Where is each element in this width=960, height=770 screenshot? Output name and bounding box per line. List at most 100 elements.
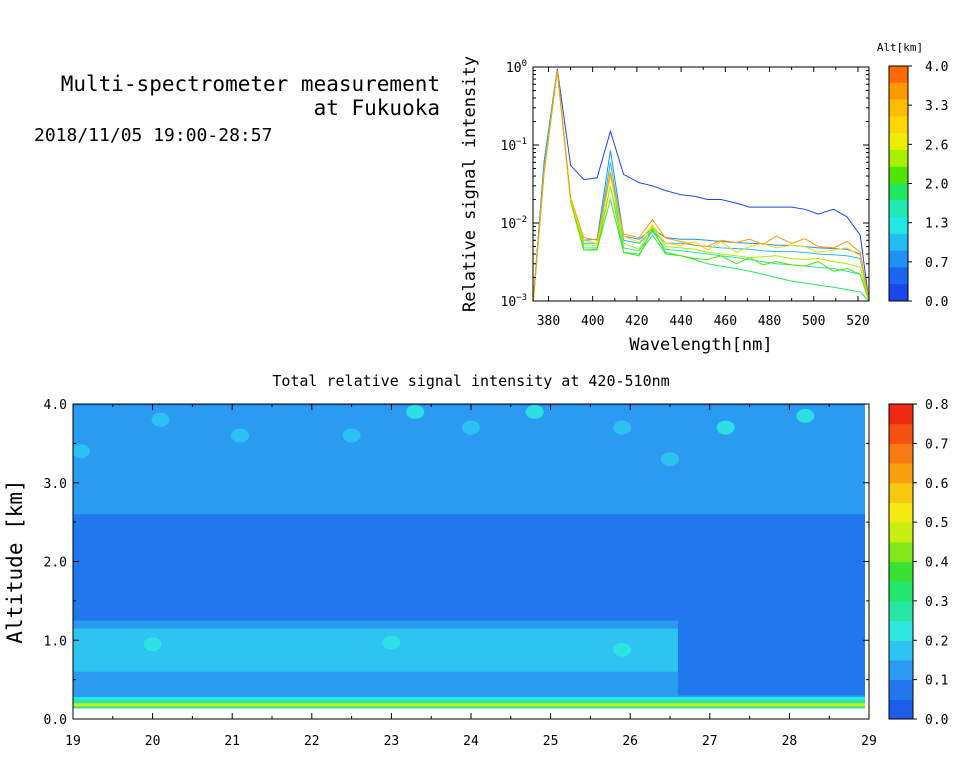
spectrum-x-axis-label: Wavelength[nm] xyxy=(629,335,772,355)
heatmap-title: Total relative signal intensity at 420-5… xyxy=(272,372,669,390)
spectrum-colorbar-segment xyxy=(889,166,908,184)
heatmap-colorbar-segment xyxy=(889,640,913,661)
spectrum-series-6 xyxy=(533,70,869,301)
heatmap-x-tick-label: 27 xyxy=(702,734,718,749)
heatmap-colorbar-label: 0.3 xyxy=(925,595,948,610)
spectrum-colorbar-label: 0.0 xyxy=(925,295,948,310)
heatmap-colorbar-segment xyxy=(889,404,913,425)
spectrum-colorbar-segment xyxy=(889,284,908,302)
spectrum-frame xyxy=(532,66,870,302)
heatmap-colorbar-segment xyxy=(889,502,913,523)
heatmap-colorbar-label: 0.7 xyxy=(925,437,948,452)
spectrum-colorbar-label: 3.3 xyxy=(925,99,948,114)
heatmap-layer xyxy=(73,703,866,707)
heatmap-colorbar-label: 0.8 xyxy=(925,398,948,413)
heatmap-y-tick-label: 0.0 xyxy=(44,713,67,728)
heatmap-colorbar-label: 0.4 xyxy=(925,556,949,571)
heatmap-hotspot xyxy=(796,408,815,423)
spectrum-colorbar-label: 4.0 xyxy=(925,60,948,75)
heatmap-colorbar-segment xyxy=(889,561,913,582)
heatmap-layer xyxy=(73,404,866,407)
spectrum-series-7 xyxy=(533,70,869,301)
heatmap-x-tick-label: 25 xyxy=(543,734,559,749)
spectrum-colorbar-segment xyxy=(889,99,908,117)
spectrum-x-tick-label: 460 xyxy=(714,314,737,329)
spectrum-y-ticks xyxy=(533,70,869,302)
heatmap-y-axis-label: Altitude [km] xyxy=(3,479,27,643)
spectrum-y-axis-label: Relative signal intensity xyxy=(460,56,480,312)
spectrum-series-4 xyxy=(533,70,869,301)
spectrum-colorbar-label: 0.7 xyxy=(925,256,948,271)
heatmap-low-region xyxy=(677,620,866,696)
heatmap-x-tick-label: 29 xyxy=(861,734,877,749)
heatmap-layer xyxy=(73,691,866,698)
heatmap-hotspot xyxy=(73,444,90,459)
heatmap-x-tick-label: 20 xyxy=(145,734,161,749)
heatmap-hotspot xyxy=(382,635,401,650)
heatmap-hotspot xyxy=(613,420,632,435)
heatmap-colorbar-segment xyxy=(889,541,913,562)
heatmap-colorbar-segment xyxy=(889,699,913,720)
heatmap-x-ticks xyxy=(72,404,870,719)
spectrum-y-tick-label: 100 xyxy=(506,59,527,76)
spectrum-colorbar-title: Alt[km] xyxy=(877,41,923,54)
heatmap-layer xyxy=(73,620,866,629)
heatmap-hotspot xyxy=(462,420,480,435)
heatmap-colorbar-label: 0.1 xyxy=(925,674,948,689)
heatmap-layer xyxy=(73,700,866,704)
heatmap-colorbar-segment xyxy=(889,581,913,602)
spectrum-series-3 xyxy=(533,70,869,301)
spectrum-x-tick-label: 440 xyxy=(669,314,692,329)
heatmap-hotspot xyxy=(143,637,162,652)
heatmap-hotspot xyxy=(716,420,735,435)
heatmap-colorbar-segment xyxy=(889,620,913,641)
heatmap-field xyxy=(73,404,866,709)
heatmap-hotspot xyxy=(573,483,592,498)
heatmap-x-tick-label: 19 xyxy=(65,734,81,749)
spectrum-colorbar-segment xyxy=(889,183,908,201)
heatmap-hotspot xyxy=(613,642,632,657)
heatmap-colorbar: 0.0 0.1 0.2 0.3 0.4 0.5 0.6 0.7 0.8 xyxy=(888,398,949,728)
heatmap-layer xyxy=(73,443,866,515)
spectrum-colorbar-segment xyxy=(889,267,908,285)
heatmap-colorbar-segment xyxy=(889,659,913,681)
title-block: Multi-spectrometer measurement at Fukuok… xyxy=(12,72,440,120)
spectrum-series-5 xyxy=(533,70,869,301)
spectrum-x-ticks xyxy=(547,67,859,301)
spectrum-colorbar-segment xyxy=(889,133,908,151)
heatmap-x-tick-label: 23 xyxy=(384,734,400,749)
heatmap-x-tick-label: 24 xyxy=(463,734,479,749)
heatmap-y-tick-label: 2.0 xyxy=(44,556,67,571)
spectrum-colorbar-segment xyxy=(889,66,908,84)
heatmap-layer xyxy=(73,696,866,701)
heatmap-layer xyxy=(73,671,866,692)
heatmap-layer xyxy=(73,706,866,709)
heatmap-chart: Total relative signal intensity at 420-5… xyxy=(3,372,877,749)
spectrum-series-1 xyxy=(533,69,869,301)
heatmap-colorbar-label: 0.6 xyxy=(925,477,948,492)
heatmap-x-tick-label: 22 xyxy=(304,734,320,749)
spectrum-chart: 380 400 420 440 460 480 500 520 100 10−1 10−2 10−3 W… xyxy=(460,56,870,355)
heatmap-x-tick-label: 26 xyxy=(622,734,638,749)
spectrum-colorbar-segment xyxy=(889,200,908,218)
heatmap-hotspot xyxy=(406,404,425,419)
heatmap-colorbar-label: 0.2 xyxy=(925,634,948,649)
spectrum-y-tick-label: 10−3 xyxy=(501,293,528,310)
heatmap-y-tick-label: 4.0 xyxy=(44,398,67,413)
heatmap-y-tick-label: 3.0 xyxy=(44,477,67,492)
heatmap-colorbar-segment xyxy=(889,423,913,444)
spectrum-colorbar-segment xyxy=(889,217,908,235)
page-title-line2: at Fukuoka xyxy=(313,96,440,120)
heatmap-colorbar-segment xyxy=(889,443,913,464)
spectrum-colorbar-segment xyxy=(889,116,908,134)
spectrum-colorbar-segment xyxy=(889,233,908,252)
heatmap-colorbar-segment xyxy=(889,679,913,700)
spectrum-colorbar-label: 1.3 xyxy=(925,217,948,232)
heatmap-colorbar-label: 0.0 xyxy=(925,713,948,728)
heatmap-y-ticks xyxy=(73,403,869,720)
heatmap-hotspot xyxy=(661,452,679,467)
spectrum-x-tick-label: 480 xyxy=(758,314,781,329)
heatmap-hotspot xyxy=(342,428,361,443)
spectrum-y-tick-label: 10−1 xyxy=(501,137,528,154)
